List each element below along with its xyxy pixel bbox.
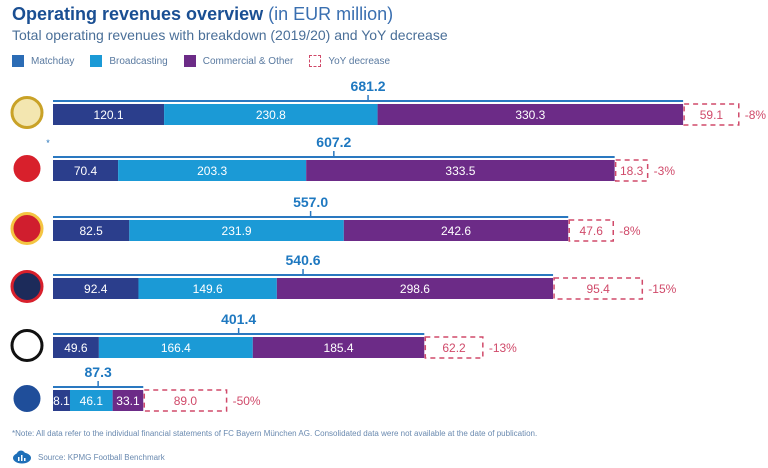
legend-label: YoY decrease	[328, 55, 391, 67]
bar-matchday	[53, 278, 139, 299]
decrease-value-label: 62.2	[442, 341, 466, 355]
bar-value-label: 230.8	[256, 108, 286, 122]
club-logo-liverpool	[10, 212, 44, 245]
title-main: Operating revenues overview	[12, 4, 264, 24]
bar-commercial-other	[252, 337, 425, 358]
bar-commercial-other	[112, 390, 144, 411]
bar-commercial-other	[276, 278, 554, 299]
bar-commercial-other	[377, 104, 684, 125]
source: Source: KPMG Football Benchmark	[12, 450, 165, 464]
legend-swatch	[90, 55, 103, 67]
total-label: 681.2	[351, 78, 386, 94]
legend-swatch	[309, 55, 322, 67]
decrease-value-label: 89.0	[174, 394, 198, 408]
decrease-value-label: 95.4	[586, 282, 610, 296]
chart-title: Operating revenues overview (in EUR mill…	[12, 4, 393, 25]
bar-broadcasting	[98, 337, 253, 358]
club-logo-fc-bayern-m-nchen	[10, 152, 44, 185]
bar-value-label: 149.6	[193, 282, 223, 296]
bar-value-label: 330.3	[515, 108, 545, 122]
bar-value-label: 8.1	[53, 394, 70, 408]
yoy-decrease-box	[568, 219, 615, 242]
yoy-percent-label: -50%	[233, 394, 261, 408]
bar-broadcasting	[118, 160, 307, 181]
bar-broadcasting	[138, 278, 277, 299]
legend-label: Commercial & Other	[202, 55, 294, 67]
legend-label: Broadcasting	[109, 55, 168, 67]
bar-value-label: 166.4	[161, 341, 191, 355]
legend-swatch	[183, 55, 196, 67]
bar-matchday	[53, 390, 70, 411]
legend-label: Matchday	[31, 55, 75, 67]
bar-broadcasting	[129, 220, 344, 241]
legend: Matchday Broadcasting Commercial & Other…	[12, 55, 390, 67]
club-logo-fc-porto	[10, 382, 44, 415]
yoy-percent-label: -3%	[654, 164, 676, 178]
bar-value-label: 185.4	[324, 341, 354, 355]
bar-matchday	[53, 220, 130, 241]
cloud-chart-icon	[13, 450, 31, 464]
bar-value-label: 333.5	[445, 164, 475, 178]
asterisk-mark: *	[46, 138, 50, 148]
bar-value-label: 242.6	[441, 224, 471, 238]
title-unit: (in EUR million)	[268, 4, 394, 24]
yoy-decrease-box	[424, 336, 484, 359]
footnote: *Note: All data refer to the individual …	[12, 429, 538, 438]
bar-broadcasting	[164, 104, 378, 125]
legend-commercial: Commercial & Other	[183, 55, 294, 67]
bar-value-label: 298.6	[400, 282, 430, 296]
legend-matchday: Matchday	[12, 55, 74, 67]
club-logo-paris-saint-germain	[10, 270, 44, 303]
decrease-value-label: 59.1	[700, 108, 724, 122]
bar-value-label: 231.9	[222, 224, 252, 238]
total-label: 401.4	[221, 311, 256, 327]
bar-value-label: 46.1	[80, 394, 104, 408]
yoy-percent-label: -13%	[489, 341, 517, 355]
yoy-percent-label: -8%	[619, 224, 641, 238]
total-label: 87.3	[85, 364, 112, 380]
bar-value-label: 70.4	[74, 164, 98, 178]
total-label: 540.6	[286, 252, 321, 268]
bar-broadcasting	[70, 390, 113, 411]
source-text: Source: KPMG Football Benchmark	[38, 452, 165, 462]
bar-matchday	[53, 337, 99, 358]
yoy-percent-label: -8%	[745, 108, 767, 122]
legend-decrease: YoY decrease	[309, 55, 390, 67]
bar-value-label: 49.6	[64, 341, 88, 355]
bar-matchday	[53, 160, 119, 181]
bar-value-label: 92.4	[84, 282, 108, 296]
yoy-percent-label: -15%	[648, 282, 676, 296]
chart-subtitle: Total operating revenues with breakdown …	[12, 27, 448, 43]
legend-swatch	[12, 55, 24, 67]
yoy-decrease-box	[143, 389, 228, 412]
bar-commercial-other	[306, 160, 615, 181]
decrease-value-label: 47.6	[580, 224, 604, 238]
yoy-decrease-box	[683, 103, 740, 126]
total-label: 557.0	[293, 194, 328, 210]
bar-matchday	[53, 104, 165, 125]
club-logo-juventus	[10, 329, 44, 362]
club-logo-real-madrid	[10, 96, 44, 129]
yoy-decrease-box	[553, 277, 644, 300]
legend-broadcasting: Broadcasting	[90, 55, 168, 67]
total-label: 607.2	[316, 134, 351, 150]
bar-value-label: 120.1	[94, 108, 124, 122]
bar-value-label: 82.5	[79, 224, 103, 238]
decrease-value-label: 18.3	[620, 164, 644, 178]
bar-value-label: 203.3	[197, 164, 227, 178]
bar-commercial-other	[343, 220, 569, 241]
bar-value-label: 33.1	[116, 394, 140, 408]
